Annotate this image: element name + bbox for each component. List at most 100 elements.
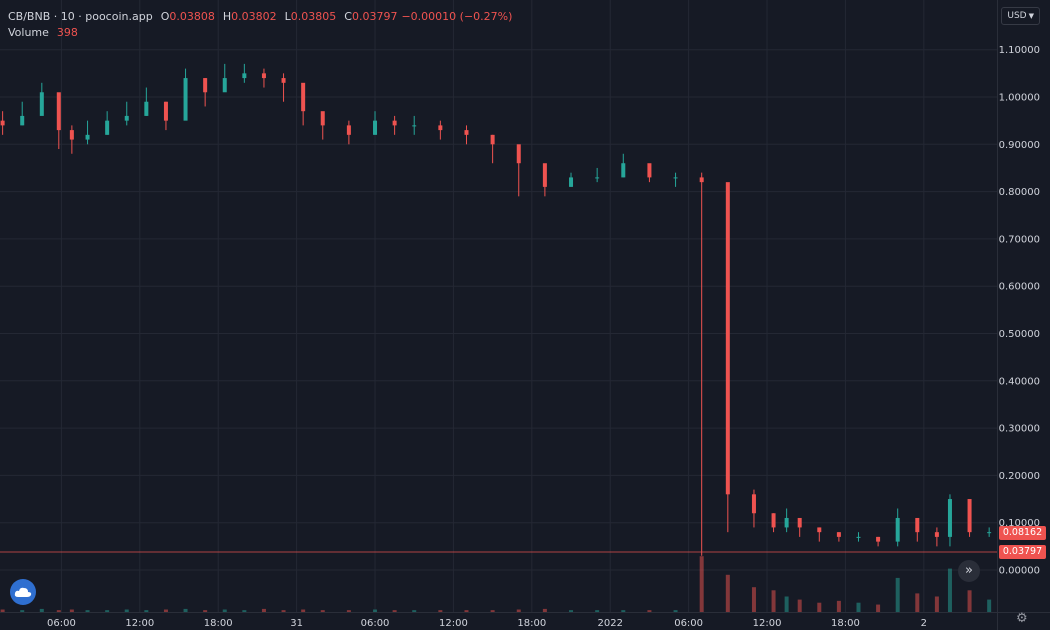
cloud-icon (14, 587, 32, 597)
volume-bar (836, 600, 841, 612)
volume-bar (69, 609, 74, 612)
candle-body (346, 125, 351, 135)
volume-bar (699, 556, 704, 612)
volume-bar (673, 610, 678, 612)
price-tick-label: 0.70000 (999, 234, 1040, 245)
time-axis[interactable]: 06:00 12:00 18:00 31 06:00 12:00 18:00 2022 06:0… (0, 612, 1050, 630)
price-tick-label: 0.40000 (999, 376, 1040, 387)
candle-body (261, 73, 266, 79)
candle-body (56, 92, 61, 131)
time-tick-label: 18:00 (831, 618, 860, 629)
price-axis[interactable]: 1.10000 1.00000 0.90000 0.80000 0.70000 0.600… (997, 0, 1041, 630)
candle-body (569, 177, 574, 187)
volume-bar (876, 604, 881, 612)
candle-body (183, 78, 188, 121)
candle-body (412, 125, 417, 127)
volume-bar (516, 609, 521, 612)
open-value: 0.03808 (169, 10, 215, 23)
volume-bar (392, 610, 397, 612)
time-tick-label: 12:00 (439, 618, 468, 629)
volume-bar (464, 610, 469, 612)
gear-icon[interactable]: ⚙ (1016, 611, 1028, 626)
volume-bar (20, 610, 25, 612)
volume-bar (56, 610, 61, 612)
price-tick-label: 0.30000 (999, 424, 1040, 435)
price-tick-label: 0.10000 (999, 518, 1040, 529)
candle-body (836, 532, 841, 537)
candle-body (725, 182, 730, 495)
time-tick-label: 18:00 (517, 618, 546, 629)
candle-body (203, 78, 208, 93)
time-tick-label: 06:00 (674, 618, 703, 629)
time-tick-label: 2022 (597, 618, 622, 629)
candle-body (222, 78, 227, 93)
volume-bar (771, 590, 776, 612)
candle-body (438, 125, 443, 131)
volume-bar (595, 610, 600, 612)
price-tick-label: 0.00000 (999, 566, 1040, 577)
close-value: 0.03797 (351, 10, 398, 23)
candle-body (784, 517, 789, 528)
volume-bar (967, 590, 972, 612)
candle-body (595, 177, 600, 179)
candle-body (242, 73, 247, 79)
candle-body (281, 78, 286, 83)
low-value: 0.03805 (290, 10, 337, 23)
volume-bar (490, 610, 495, 612)
candle-body (542, 163, 547, 187)
candle-body (817, 527, 822, 533)
volume-bar (124, 609, 129, 612)
candle-body (947, 499, 952, 537)
candle-body (163, 101, 168, 121)
volume-bar (569, 610, 574, 612)
price-tick-label: 0.80000 (999, 187, 1040, 198)
candle-body (320, 111, 325, 126)
last-price-tag: 0.03797 (999, 545, 1046, 559)
volume-bar (85, 610, 90, 612)
volume-bar (301, 609, 306, 612)
candle-body (373, 120, 378, 135)
volume-bar (346, 610, 351, 612)
volume-bars (0, 556, 992, 612)
volume-bar (203, 610, 208, 612)
symbol-label[interactable]: CB/BNB · 10 · poocoin.app (8, 10, 153, 23)
price-tick-label: 1.00000 (999, 93, 1040, 104)
low-label: L (284, 10, 291, 23)
candle-body (673, 177, 678, 179)
volume-row: Volume 398 (8, 25, 512, 41)
volume-bar (621, 610, 626, 612)
candle-body (771, 513, 776, 528)
price-tick-label: 0.90000 (999, 140, 1040, 151)
price-tick-label: 1.10000 (999, 45, 1040, 56)
high-value: 0.03802 (231, 10, 277, 23)
candle-body (124, 115, 129, 121)
candle-body (797, 517, 802, 528)
candle-body (69, 130, 74, 140)
volume-bar (915, 593, 920, 612)
volume-bar (105, 610, 110, 612)
change-value: −0.00010 (−0.27%) (401, 10, 513, 23)
volume-label[interactable]: Volume (8, 26, 49, 39)
time-tick-label: 06:00 (47, 618, 76, 629)
volume-bar (281, 610, 286, 612)
volume-bar (751, 587, 756, 612)
candle-body (20, 115, 25, 126)
candle-body (0, 120, 5, 126)
currency-select[interactable]: USD ▼ (1001, 7, 1040, 25)
scroll-to-realtime-button[interactable]: » (958, 560, 980, 582)
candle-body (490, 134, 495, 145)
candle-body (967, 499, 972, 533)
poocoin-cloud-logo-icon[interactable] (10, 579, 36, 605)
chart-legend: CB/BNB · 10 · poocoin.app O 0.03808 H 0.03… (8, 9, 512, 41)
currency-label: USD (1007, 11, 1027, 21)
double-chevron-right-icon: » (965, 563, 973, 578)
volume-bar (183, 608, 188, 612)
candle-body (392, 120, 397, 126)
volume-bar (817, 602, 822, 612)
volume-bar (895, 577, 900, 612)
candle-body (39, 92, 44, 116)
price-tick-label: 0.20000 (999, 471, 1040, 482)
price-tick-label: 0.60000 (999, 282, 1040, 293)
